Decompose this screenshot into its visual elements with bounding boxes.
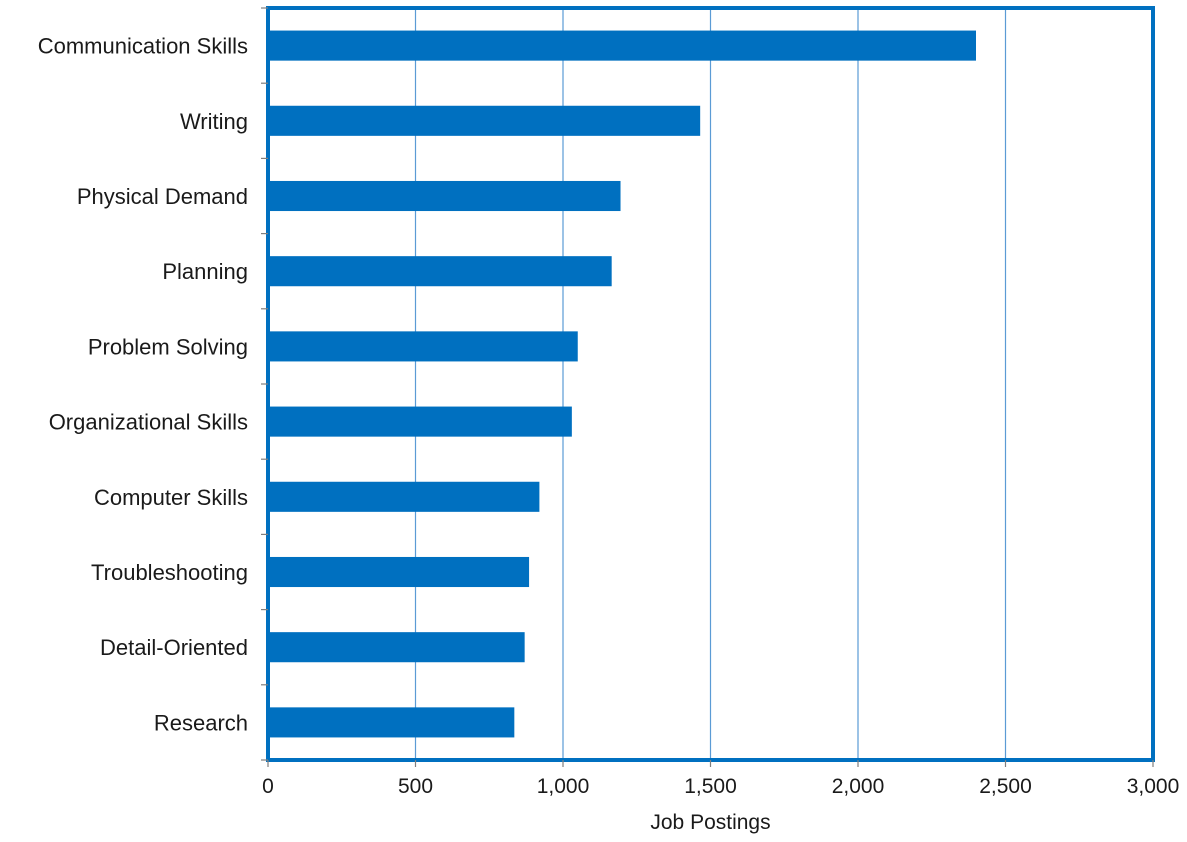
bar bbox=[268, 556, 530, 588]
bar bbox=[268, 180, 621, 212]
x-tick-label: 1,500 bbox=[684, 775, 737, 798]
bar bbox=[268, 331, 578, 362]
category-label: Troubleshooting bbox=[91, 560, 248, 585]
bars bbox=[268, 30, 976, 738]
category-label: Writing bbox=[180, 109, 248, 134]
bar bbox=[268, 406, 572, 437]
x-tick-label: 2,000 bbox=[832, 775, 885, 798]
category-label: Physical Demand bbox=[77, 184, 248, 209]
x-axis-ticks bbox=[267, 760, 1154, 767]
x-tick-label: 2,500 bbox=[979, 775, 1032, 798]
category-label: Computer Skills bbox=[94, 485, 248, 510]
x-tick-label: 0 bbox=[262, 775, 274, 798]
category-label: Problem Solving bbox=[88, 334, 248, 359]
category-label: Research bbox=[154, 710, 248, 735]
y-axis-ticks bbox=[261, 7, 268, 761]
bar bbox=[268, 30, 976, 61]
category-label: Organizational Skills bbox=[49, 410, 248, 435]
category-labels: Communication Skills Writing Physical Dema… bbox=[38, 34, 248, 736]
bar bbox=[268, 707, 515, 738]
bar bbox=[268, 256, 612, 287]
x-tick-label: 1,000 bbox=[537, 775, 590, 798]
bar bbox=[268, 105, 701, 136]
bar bbox=[268, 481, 540, 512]
x-axis-title: Job Postings bbox=[650, 811, 770, 834]
x-tick-label: 3,000 bbox=[1127, 775, 1180, 798]
x-tick-label: 500 bbox=[398, 775, 433, 798]
bar bbox=[268, 632, 525, 663]
x-tick-labels: 0 500 1,000 1,500 2,000 2,500 3,000 bbox=[262, 775, 1179, 798]
category-label: Detail-Oriented bbox=[100, 635, 248, 660]
category-label: Planning bbox=[162, 259, 248, 284]
category-label: Communication Skills bbox=[38, 34, 248, 59]
